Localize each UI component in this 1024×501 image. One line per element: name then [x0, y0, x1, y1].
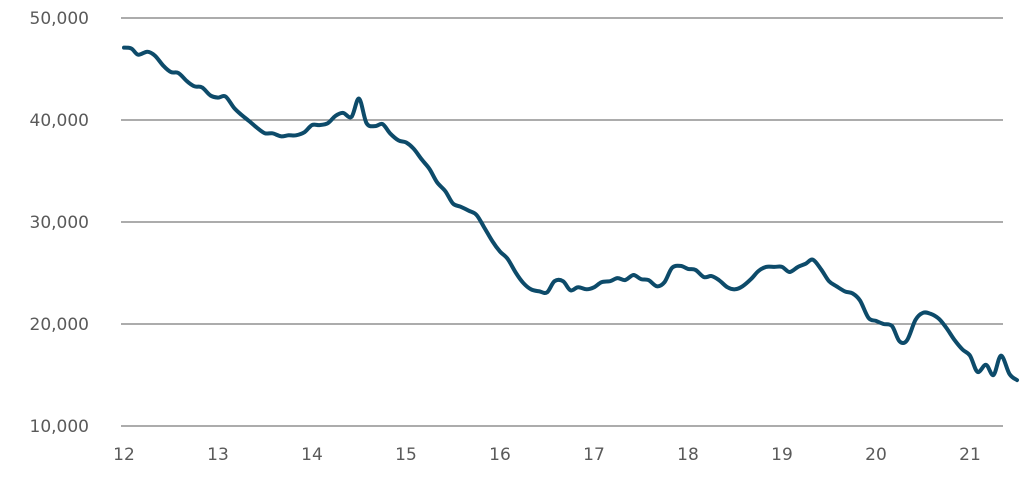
x-tick-label-21: 21 [959, 445, 981, 465]
x-tick-label-18: 18 [677, 445, 699, 465]
y-tick-label-50000: 50,000 [30, 9, 89, 29]
gridlines [121, 17, 1003, 427]
x-tick-label-12: 12 [113, 445, 135, 465]
x-axis-tick-labels: 12 13 14 15 16 17 18 19 20 21 [113, 445, 981, 465]
x-tick-label-13: 13 [207, 445, 229, 465]
y-tick-label-40000: 40,000 [30, 111, 89, 131]
y-tick-label-20000: 20,000 [30, 315, 89, 335]
x-tick-label-16: 16 [489, 445, 511, 465]
y-tick-label-30000: 30,000 [30, 213, 89, 233]
x-tick-label-20: 20 [865, 445, 887, 465]
x-tick-label-17: 17 [583, 445, 605, 465]
x-tick-label-15: 15 [395, 445, 417, 465]
series-line-1 [122, 45, 1019, 383]
x-tick-label-14: 14 [301, 445, 323, 465]
series-lines [122, 45, 1019, 383]
x-tick-label-19: 19 [771, 445, 793, 465]
y-axis-tick-labels: 10,000 20,000 30,000 40,000 50,000 [30, 9, 89, 437]
y-tick-label-10000: 10,000 [30, 417, 89, 437]
